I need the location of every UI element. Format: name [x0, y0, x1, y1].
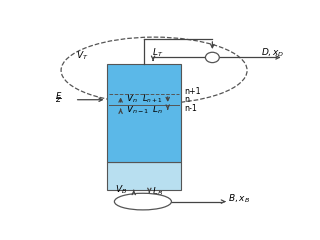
Circle shape: [205, 52, 219, 63]
Text: $V_n$: $V_n$: [125, 93, 137, 105]
Text: $V_T$: $V_T$: [76, 49, 88, 62]
Text: $F$: $F$: [55, 90, 62, 101]
Text: n-1: n-1: [185, 104, 197, 113]
Text: $L_n$: $L_n$: [152, 103, 163, 116]
Text: $D, x_D$: $D, x_D$: [261, 47, 284, 59]
Text: $B, x_B$: $B, x_B$: [228, 192, 251, 204]
Text: n+1: n+1: [185, 87, 201, 96]
Ellipse shape: [115, 193, 172, 210]
Text: $L_B$: $L_B$: [152, 185, 163, 198]
Text: $V_B$: $V_B$: [116, 183, 128, 196]
Text: n: n: [185, 95, 189, 104]
Text: $L_T$: $L_T$: [152, 46, 164, 59]
Bar: [107, 64, 181, 162]
Text: $z$: $z$: [55, 95, 62, 104]
Text: $L_{n+1}$: $L_{n+1}$: [142, 93, 163, 105]
Bar: [107, 162, 181, 190]
Text: $V_{n-1}$: $V_{n-1}$: [125, 103, 149, 116]
